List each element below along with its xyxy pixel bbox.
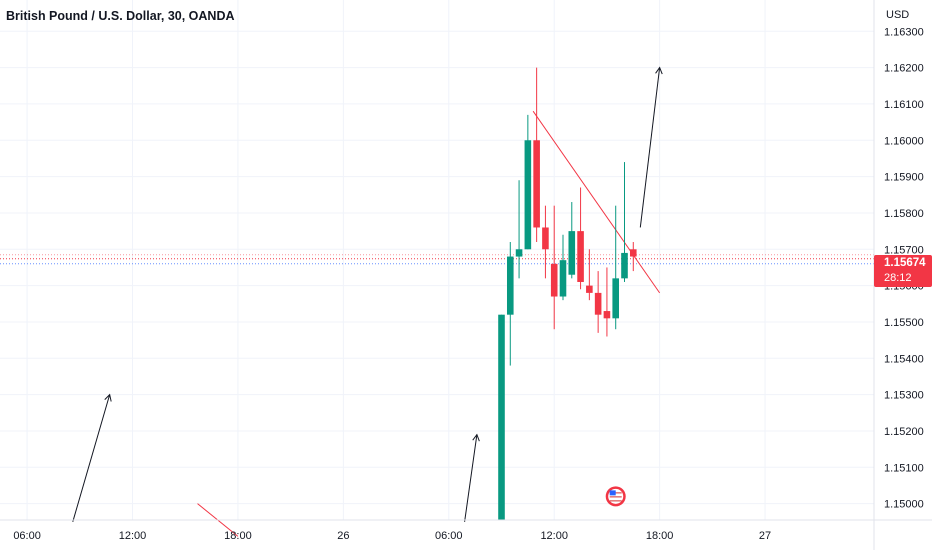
candle-body — [568, 231, 576, 275]
candle-body — [586, 285, 593, 293]
candle — [629, 242, 637, 272]
time-tick-label: 18:00 — [224, 530, 252, 542]
candle-body — [577, 231, 584, 282]
price-tick-label: 1.15900 — [884, 172, 924, 184]
candle — [533, 67, 540, 243]
flag-stripe — [609, 496, 622, 498]
last-price-tag: 1.15674 28:12 — [874, 255, 932, 287]
candlestick-series — [498, 67, 637, 520]
candle — [550, 205, 558, 330]
time-tick-label: 12:00 — [119, 530, 147, 542]
price-tick-label: 1.15300 — [884, 390, 924, 402]
candle — [577, 187, 584, 290]
price-tick-label: 1.15500 — [884, 317, 924, 329]
arrow-head-icon — [472, 433, 480, 442]
candle-body — [542, 227, 549, 250]
drawing-objects[interactable] — [0, 66, 874, 537]
grid-lines — [0, 0, 874, 520]
price-tick-label: 1.15100 — [884, 462, 924, 474]
currency-label[interactable]: USD — [886, 9, 910, 21]
arrow-head-icon — [104, 393, 112, 402]
candle-body — [533, 140, 540, 228]
candle — [515, 180, 523, 279]
flag-canton — [609, 490, 616, 496]
candle — [524, 114, 532, 250]
candle — [594, 271, 602, 333]
price-tick-label: 1.15800 — [884, 208, 924, 220]
symbol-title[interactable]: British Pound / U.S. Dollar, 30, OANDA — [6, 9, 235, 23]
candle — [542, 205, 549, 279]
time-tick-label: 06:00 — [13, 530, 41, 542]
us-flag-icon — [605, 486, 626, 507]
candle-body — [559, 260, 567, 297]
candle — [498, 314, 505, 520]
candle — [621, 162, 628, 282]
bar-countdown: 28:12 — [884, 272, 912, 284]
candle — [559, 234, 567, 301]
candle-body — [594, 292, 602, 315]
time-tick-label: 18:00 — [646, 530, 674, 542]
arrow-line — [639, 67, 661, 228]
last-price-value: 1.15674 — [884, 257, 926, 269]
time-tick-label: 12:00 — [540, 530, 568, 542]
price-tick-label: 1.15700 — [884, 244, 924, 256]
arrow-line — [72, 394, 111, 522]
candle — [612, 205, 620, 330]
price-tick-label: 1.16300 — [884, 26, 924, 38]
price-tick-label: 1.16100 — [884, 99, 924, 111]
time-tick-label: 06:00 — [435, 530, 463, 542]
price-tick-label: 1.15400 — [884, 353, 924, 365]
time-tick-label: 26 — [337, 530, 349, 542]
candle-body — [524, 140, 532, 250]
time-tick-label: 27 — [759, 530, 771, 542]
candle — [603, 267, 611, 337]
candle-body — [603, 311, 611, 319]
flag-stripe — [609, 498, 622, 500]
candle-body — [612, 278, 620, 319]
trendline — [532, 110, 661, 294]
candle-body — [515, 249, 523, 257]
candle — [506, 242, 514, 366]
arrow-head-icon — [655, 66, 663, 75]
candle — [586, 249, 593, 301]
price-tick-label: 1.15000 — [884, 499, 924, 511]
candle-body — [498, 314, 505, 520]
price-tick-label: 1.16200 — [884, 63, 924, 75]
flag-stripe — [609, 500, 622, 502]
price-tick-label: 1.15200 — [884, 426, 924, 438]
candle-body — [621, 252, 628, 279]
candle-body — [550, 263, 558, 297]
candle-body — [506, 256, 514, 315]
arrow-line — [464, 434, 478, 522]
candle — [568, 202, 576, 279]
price-tick-label: 1.16000 — [884, 135, 924, 147]
candle-body — [629, 249, 637, 257]
